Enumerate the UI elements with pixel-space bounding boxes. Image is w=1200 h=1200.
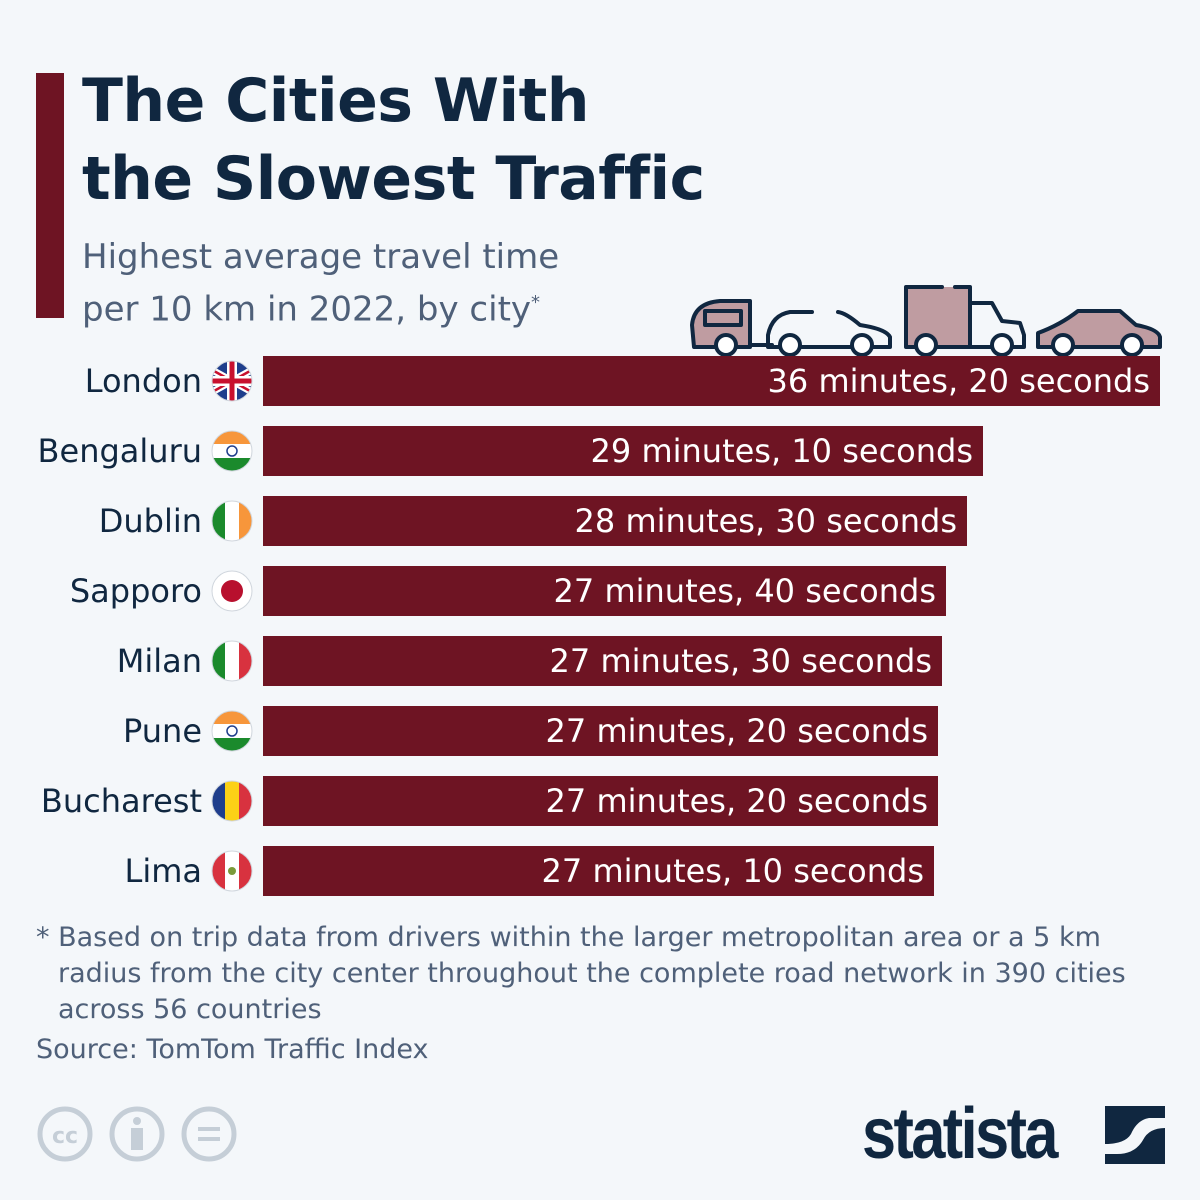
creative-commons-icons[interactable]: cc [36,1105,246,1165]
flag-ireland-icon [211,500,253,542]
footnote-mark: * [531,292,541,313]
bar: 36 minutes, 20 seconds [263,356,1160,406]
statista-logo[interactable]: statista [862,1094,1058,1174]
city-label: Milan [116,642,202,680]
bar-row: Bucharest 27 minutes, 20 seconds [0,776,1200,826]
city-label: London [84,362,202,400]
footnote-line-3: across 56 countries [58,994,322,1025]
bar-row: Lima 27 minutes, 10 seconds [0,846,1200,896]
bar-row: Pune 27 minutes, 20 seconds [0,706,1200,756]
footnote-line-2: radius from the city center throughout t… [58,958,1126,989]
bar-value-label: 27 minutes, 20 seconds [545,782,928,820]
vehicles-illustration [690,285,1162,357]
footnote: * Based on trip data from drivers within… [36,920,1176,1028]
bar-row: Bengaluru 29 minutes, 10 seconds [0,426,1200,476]
page-title: The Cities With the Slowest Traffic [82,62,705,218]
footnote-line-1: * Based on trip data from drivers within… [36,922,1101,953]
bar: 29 minutes, 10 seconds [263,426,983,476]
bar-value-label: 27 minutes, 30 seconds [549,642,932,680]
city-label: Dublin [98,502,202,540]
subtitle-line-2: per 10 km in 2022, by city [82,289,532,330]
no-derivatives-icon [181,1106,237,1162]
bar: 27 minutes, 40 seconds [263,566,946,616]
flag-india-icon [211,430,253,472]
bar-value-label: 28 minutes, 30 seconds [574,502,957,540]
city-label: Bucharest [40,782,202,820]
bar: 27 minutes, 30 seconds [263,636,942,686]
flag-japan-icon [211,570,253,612]
subtitle: Highest average travel time per 10 km in… [82,234,559,332]
bar-value-label: 27 minutes, 20 seconds [545,712,928,750]
cc-icon: cc [37,1106,93,1162]
flag-india-icon [211,710,253,752]
flag-uk-icon [211,360,253,402]
bar-value-label: 27 minutes, 40 seconds [553,572,936,610]
city-label: Bengaluru [37,432,202,470]
bar: 27 minutes, 20 seconds [263,776,938,826]
flag-peru-icon [211,850,253,892]
truck-icon [904,285,1026,357]
car-outline-icon [766,310,892,357]
bar-row: Milan 27 minutes, 30 seconds [0,636,1200,686]
flag-romania-icon [211,780,253,822]
statista-logo-icon [1105,1106,1165,1164]
title-line-1: The Cities With [82,66,590,136]
bar-value-label: 36 minutes, 20 seconds [767,362,1150,400]
sedan-icon [1036,309,1162,357]
source-text: Source: TomTom Traffic Index [36,1034,429,1065]
bar: 27 minutes, 10 seconds [263,846,934,896]
bar: 27 minutes, 20 seconds [263,706,938,756]
title-line-2: the Slowest Traffic [82,144,705,214]
bar-row: London 36 minutes, 20 seconds [0,356,1200,406]
city-label: Sapporo [69,572,202,610]
bar: 28 minutes, 30 seconds [263,496,967,546]
city-label: Lima [124,852,203,890]
caravan-icon [690,299,774,357]
bar-value-label: 27 minutes, 10 seconds [541,852,924,890]
attribution-icon [109,1106,165,1162]
bar-value-label: 29 minutes, 10 seconds [590,432,973,470]
bar-row: Dublin 28 minutes, 30 seconds [0,496,1200,546]
title-accent-bar [36,73,64,318]
flag-italy-icon [211,640,253,682]
bar-row: Sapporo 27 minutes, 40 seconds [0,566,1200,616]
svg-text:cc: cc [52,1124,78,1149]
subtitle-line-1: Highest average travel time [82,237,560,277]
city-label: Pune [123,712,202,750]
